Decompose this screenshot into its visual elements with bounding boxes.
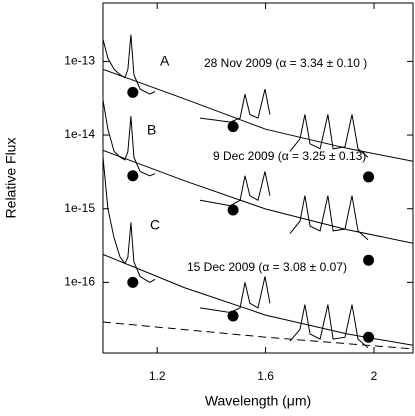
point	[227, 204, 239, 216]
y-tick-label: 1e-16	[64, 275, 95, 289]
y-tick-label: 1e-14	[64, 127, 95, 141]
line	[103, 157, 369, 349]
point	[227, 121, 239, 133]
annotation: 28 Nov 2009 (α = 3.34 ± 0.10 )	[204, 56, 367, 70]
point	[363, 254, 375, 266]
x-tick-label: 2	[371, 369, 378, 383]
line	[103, 34, 369, 158]
point	[127, 170, 139, 182]
point	[363, 331, 375, 343]
point	[227, 310, 239, 322]
y-tick-label: 1e-13	[64, 54, 95, 68]
point	[127, 276, 139, 288]
x-tick-label: 1.6	[257, 369, 274, 383]
annotation: B	[147, 122, 156, 138]
line	[103, 149, 413, 244]
point	[363, 171, 375, 183]
y-tick-label: 1e-15	[64, 201, 95, 215]
annotation: 15 Dec 2009 (α = 3.08 ± 0.07)	[187, 260, 347, 274]
annotation: A	[160, 53, 170, 69]
y-axis-label: Relative Flux	[3, 138, 19, 219]
line	[103, 68, 413, 162]
line	[103, 99, 369, 241]
annotation: C	[150, 217, 160, 233]
point	[127, 86, 139, 98]
plot-frame	[102, 2, 414, 354]
annotation: 9 Dec 2009 (α = 3.25 ± 0.13)	[213, 149, 366, 163]
x-axis-label: Wavelength (μm)	[205, 393, 311, 409]
x-tick-label: 1.2	[149, 369, 166, 383]
dashed-line	[103, 321, 413, 350]
